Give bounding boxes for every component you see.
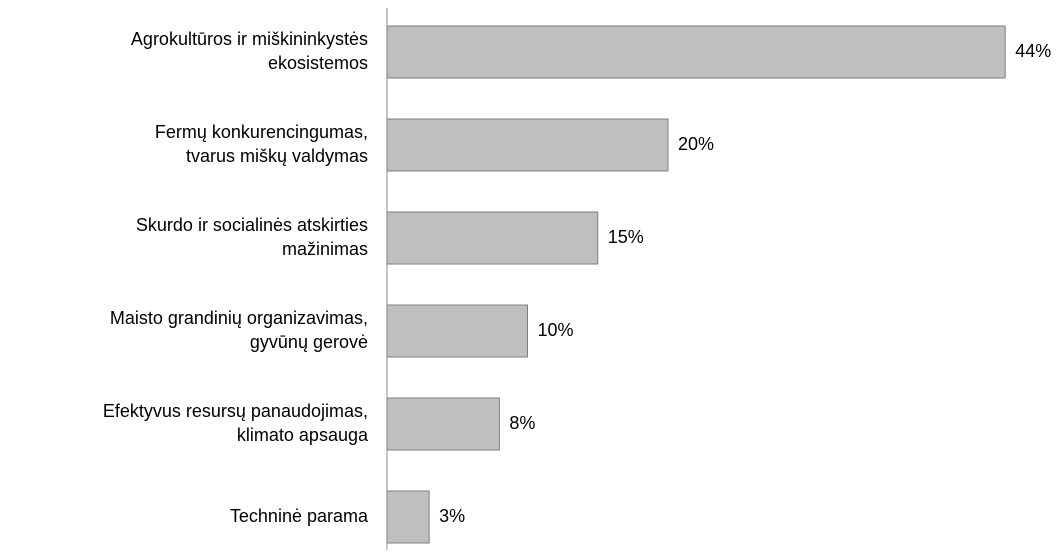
value-label: 20% bbox=[678, 134, 714, 154]
bar bbox=[386, 490, 430, 544]
value-label: 10% bbox=[538, 320, 574, 340]
bar bbox=[386, 118, 669, 172]
category-label: Agrokultūros ir miškininkystės ekosistemo… bbox=[131, 29, 368, 73]
bar bbox=[386, 304, 528, 358]
value-label: 15% bbox=[608, 227, 644, 247]
bar bbox=[386, 397, 500, 451]
bar bbox=[386, 211, 599, 265]
value-label: 44% bbox=[1015, 41, 1051, 61]
category-label: Efektyvus resursų panaudojimas, klimato a… bbox=[103, 401, 369, 445]
value-label: 3% bbox=[439, 506, 465, 526]
value-label: 8% bbox=[509, 413, 535, 433]
category-label: Maisto grandinių organizavimas, gyvūnų ge… bbox=[110, 308, 368, 352]
category-label: Fermų konkurencingumas, tvarus miškų vald… bbox=[155, 122, 368, 166]
category-label: Skurdo ir socialinės atskirties mažinimas bbox=[136, 215, 368, 259]
category-label: Techninė parama bbox=[230, 506, 369, 526]
bar bbox=[386, 25, 1006, 79]
